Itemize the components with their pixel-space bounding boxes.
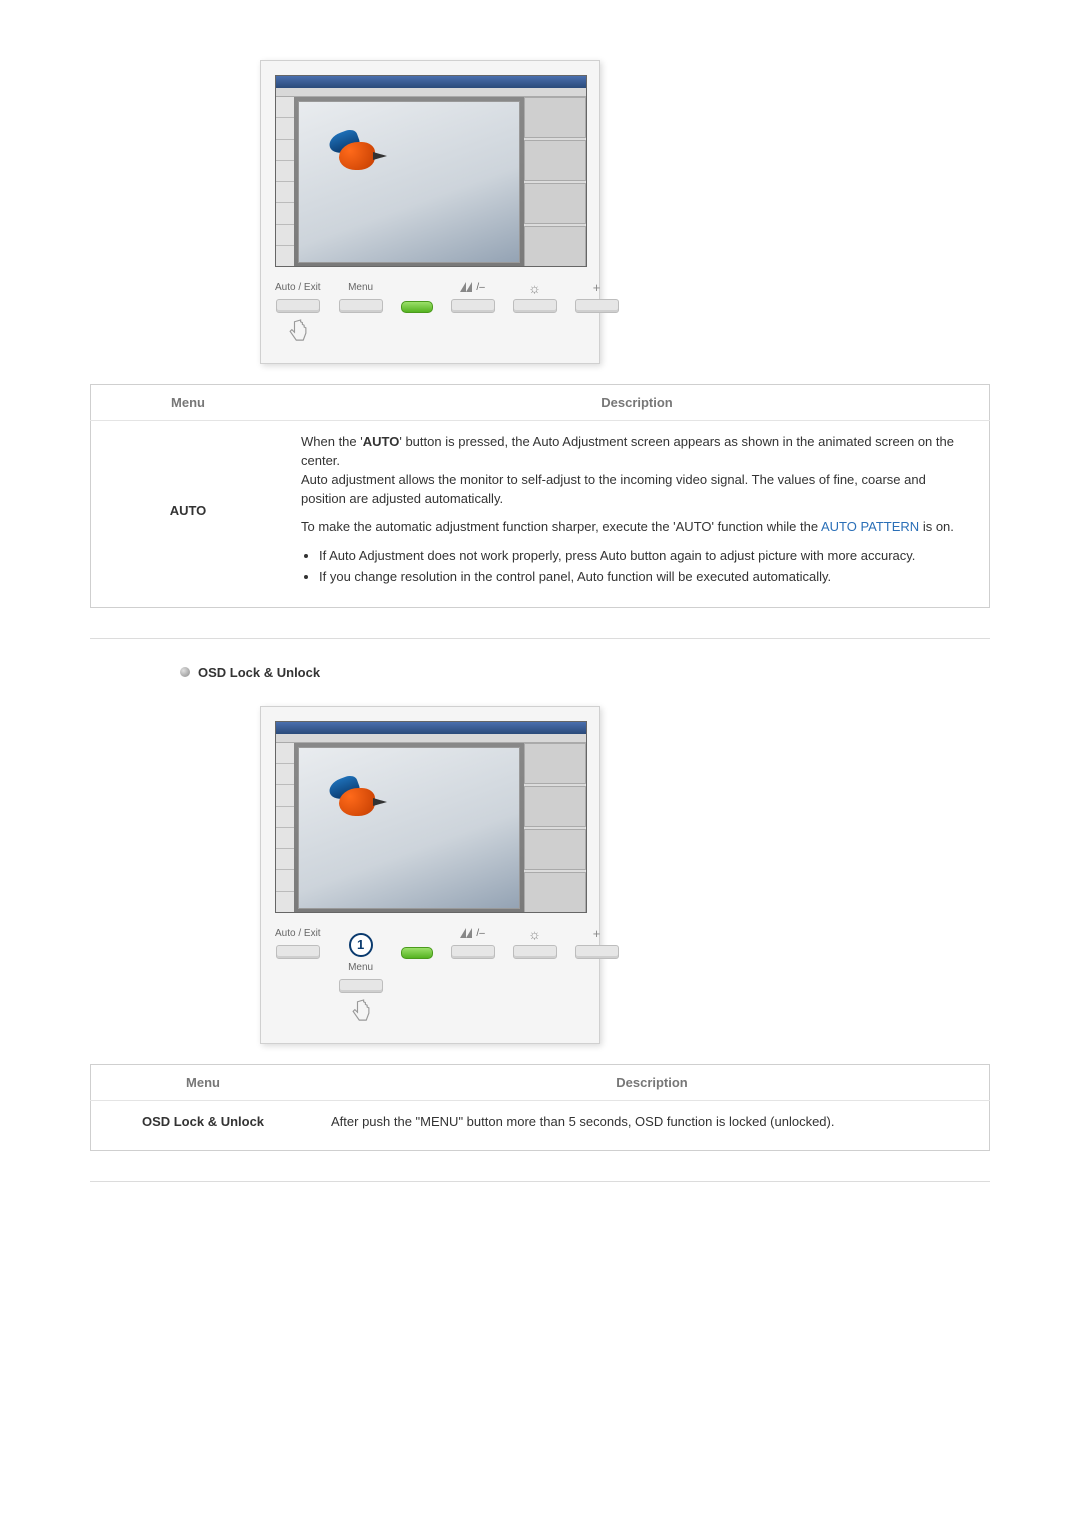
adjust-minus-button[interactable] [451, 299, 495, 313]
brightness-icon: ☼ [528, 281, 541, 295]
brightness-button-2[interactable] [513, 945, 557, 959]
figure-auto: Auto / Exit Menu [260, 60, 990, 364]
monitor-frame: Auto / Exit Menu [260, 60, 600, 364]
step-badge-1: 1 [349, 933, 373, 957]
hand-pointer-icon-2 [347, 999, 375, 1029]
plus-icon: + [593, 281, 601, 295]
cell-desc-auto: When the 'AUTO' button is pressed, the A… [285, 421, 990, 608]
bullet-icon [180, 667, 190, 677]
btn-label-auto-exit-2: Auto / Exit [275, 927, 321, 941]
btn-label-adjust: /– [460, 281, 484, 295]
button-row-2: Auto / Exit 1 Menu [275, 927, 585, 1029]
btn-label-menu-2: Menu [348, 961, 373, 975]
col-header-menu-2: Menu [91, 1064, 316, 1100]
brightness-icon-2: ☼ [528, 927, 541, 941]
table-auto: Menu Description AUTO When the 'AUTO' bu… [90, 384, 990, 608]
monitor-screen [275, 75, 587, 267]
table-osd-lock: Menu Description OSD Lock & Unlock After… [90, 1064, 990, 1151]
button-row: Auto / Exit Menu [275, 281, 585, 349]
auto-exit-button[interactable] [276, 299, 320, 313]
power-led [401, 301, 433, 313]
brightness-button[interactable] [513, 299, 557, 313]
cell-desc-osd: After push the "MENU" button more than 5… [315, 1100, 990, 1150]
cell-menu-osd: OSD Lock & Unlock [91, 1100, 316, 1150]
adjust-minus-button-2[interactable] [451, 945, 495, 959]
divider [90, 638, 990, 639]
kingfisher-illustration [329, 132, 409, 192]
bullet-1: If Auto Adjustment does not work properl… [319, 547, 973, 566]
col-header-menu: Menu [91, 385, 286, 421]
monitor-screen-2 [275, 721, 587, 913]
power-led-2 [401, 947, 433, 959]
divider-2 [90, 1181, 990, 1182]
btn-label-auto-exit: Auto / Exit [275, 281, 321, 295]
plus-icon-2: + [593, 927, 601, 941]
hand-pointer-icon [284, 319, 312, 349]
menu-button[interactable] [339, 299, 383, 313]
col-header-description: Description [285, 385, 990, 421]
bullet-2: If you change resolution in the control … [319, 568, 973, 587]
adjust-plus-button-2[interactable] [575, 945, 619, 959]
auto-pattern-link[interactable]: AUTO PATTERN [821, 519, 919, 534]
kingfisher-illustration-2 [329, 778, 409, 838]
menu-button-2[interactable] [339, 979, 383, 993]
figure-osd-lock: Auto / Exit 1 Menu [260, 706, 990, 1044]
auto-exit-button-2[interactable] [276, 945, 320, 959]
section-title-text: OSD Lock & Unlock [198, 665, 320, 680]
cell-menu-auto: AUTO [91, 421, 286, 608]
section-heading-osd-lock: OSD Lock & Unlock [180, 665, 990, 680]
btn-label-adjust-2: /– [460, 927, 484, 941]
adjust-plus-button[interactable] [575, 299, 619, 313]
col-header-description-2: Description [315, 1064, 990, 1100]
btn-label-menu: Menu [348, 281, 373, 295]
monitor-frame-2: Auto / Exit 1 Menu [260, 706, 600, 1044]
